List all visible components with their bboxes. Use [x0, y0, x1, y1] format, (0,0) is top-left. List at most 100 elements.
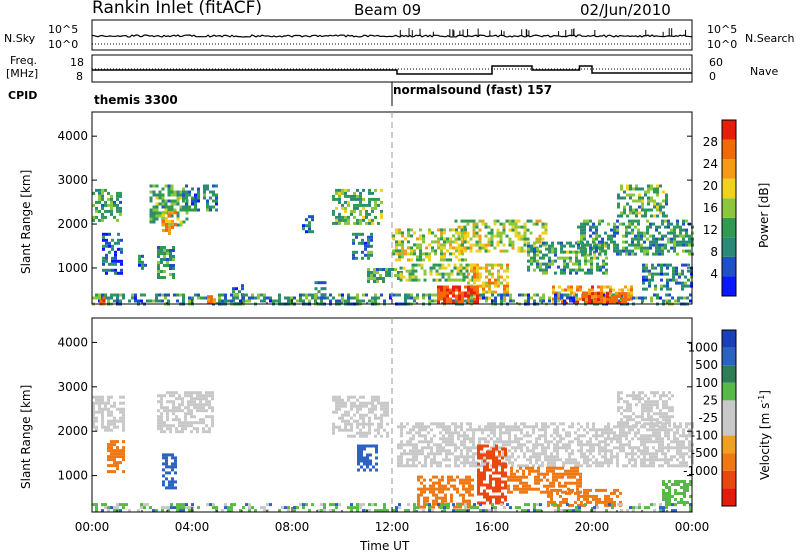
velocity-cell: [190, 424, 193, 428]
power-cell: [659, 296, 662, 300]
velocity-cell: [412, 425, 415, 429]
velocity-cell: [626, 403, 629, 407]
velocity-cell: [302, 503, 305, 507]
power-cell: [635, 211, 638, 215]
power-cell: [432, 266, 436, 270]
power-cell: [414, 278, 418, 282]
power-cell: [138, 254, 141, 258]
velocity-cell: [502, 449, 505, 453]
velocity-cell: [101, 419, 104, 423]
velocity-cell: [429, 484, 432, 488]
power-cell: [455, 299, 458, 303]
power-cell: [629, 193, 632, 197]
velocity-cell: [397, 425, 400, 429]
velocity-cell: [490, 437, 493, 441]
power-cell: [595, 225, 598, 229]
power-cell: [167, 208, 171, 212]
power-cell: [473, 266, 476, 270]
power-cell: [533, 253, 536, 257]
velocity-cell: [499, 455, 502, 459]
velocity-cell: [685, 452, 688, 456]
velocity-cell: [667, 443, 670, 447]
velocity-cell: [113, 461, 116, 465]
power-cell: [545, 253, 548, 257]
velocity-cell: [518, 506, 521, 510]
power-cell: [665, 293, 668, 297]
velocity-cell: [438, 505, 441, 509]
velocity-cell: [409, 443, 412, 447]
power-cell: [672, 266, 675, 270]
velocity-cell: [196, 394, 199, 398]
velocity-cell: [181, 403, 184, 407]
velocity-cell: [480, 456, 483, 460]
power-cell: [446, 300, 449, 304]
power-cell: [684, 281, 687, 285]
velocity-cell: [622, 425, 625, 429]
power-cell: [460, 219, 464, 223]
power-cell: [401, 252, 404, 256]
power-cell: [425, 252, 428, 256]
power-cell: [131, 296, 134, 300]
power-cell: [616, 231, 619, 235]
velocity-cell: [504, 474, 507, 478]
velocity-cell: [555, 475, 558, 479]
velocity-cell: [535, 452, 538, 456]
velocity-cell: [631, 455, 634, 459]
velocity-cell: [649, 458, 652, 462]
power-cell: [367, 268, 370, 271]
power-cell: [317, 290, 321, 294]
velocity-cell: [613, 431, 616, 435]
power-cell: [353, 209, 356, 213]
velocity-cell: [359, 401, 362, 405]
power-cell: [661, 222, 664, 226]
power-cell: [157, 249, 160, 252]
power-cell: [548, 259, 551, 263]
power-cell: [487, 249, 491, 253]
velocity-cell: [496, 440, 499, 444]
velocity-cell: [521, 509, 524, 513]
power-cell: [368, 197, 371, 201]
power-cell: [160, 249, 163, 252]
power-cell: [665, 199, 668, 203]
power-cell: [263, 299, 266, 303]
velocity-cell: [428, 506, 431, 510]
velocity-cell: [427, 452, 430, 456]
velocity-cell: [199, 403, 202, 407]
power-cell: [514, 225, 518, 229]
velocity-cell: [556, 434, 559, 438]
power-cell: [398, 255, 401, 259]
velocity-cell: [661, 428, 664, 432]
velocity-cell: [403, 449, 406, 453]
velocity-cell: [662, 412, 665, 416]
power-cell: [323, 281, 327, 285]
velocity-cell: [595, 428, 598, 432]
power-cell: [367, 235, 370, 239]
velocity-cell: [679, 452, 682, 456]
velocity-cell: [190, 421, 193, 425]
power-cell: [440, 249, 443, 253]
freq-unit-label: [MHz]: [6, 67, 39, 80]
power-cell: [379, 277, 382, 280]
power-cell: [578, 259, 581, 263]
power-cell: [517, 249, 521, 253]
velocity-cell: [552, 472, 555, 476]
power-cell: [92, 191, 95, 195]
power-cell: [95, 206, 98, 210]
velocity-cell: [160, 397, 163, 401]
velocity-cell: [323, 506, 326, 510]
velocity-cell: [505, 425, 508, 429]
power-cell: [675, 269, 678, 273]
velocity-cell: [601, 428, 604, 432]
velocity-cell: [196, 421, 199, 425]
velocity-cell: [163, 409, 166, 413]
velocity-cell: [435, 502, 438, 506]
power-cell: [539, 244, 542, 248]
power-cell: [362, 218, 365, 222]
velocity-cell: [662, 400, 665, 404]
velocity-cell: [374, 503, 377, 507]
velocity-colorbar-tick: -25: [698, 411, 718, 425]
velocity-cell: [598, 464, 601, 468]
velocity-cell: [174, 465, 177, 469]
velocity-cell: [570, 490, 573, 494]
power-cell: [506, 293, 509, 297]
